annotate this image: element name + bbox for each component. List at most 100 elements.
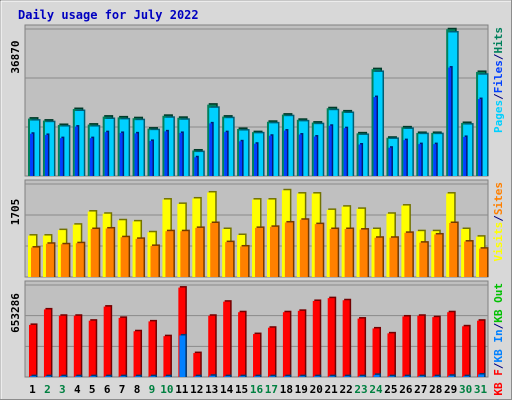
- kbf-bar-21-face: [327, 298, 335, 377]
- day-label-28: 28: [429, 383, 442, 396]
- kbin-bar-3: [59, 374, 68, 377]
- legend-hits: Hits: [492, 27, 505, 54]
- kbf-bar-12-face: [193, 353, 201, 377]
- kbin-bar-14-shadow: [225, 374, 232, 377]
- files-bar-16-face: [254, 143, 258, 176]
- kbf-bar-7-face: [118, 317, 126, 377]
- files-bar-21-face: [328, 125, 332, 176]
- files-bar-3-face: [59, 138, 63, 176]
- kbin-bar-8-shadow: [136, 374, 143, 377]
- kbin-bar-12: [194, 374, 202, 377]
- kbin-bar-1-face: [30, 376, 36, 377]
- kbf-bar-17-face: [267, 327, 275, 377]
- visits-sites-ytick-label: 1705: [9, 199, 22, 226]
- kbin-bar-21: [328, 374, 337, 377]
- kbin-bar-6-face: [104, 376, 111, 377]
- day-label-30: 30: [459, 383, 472, 396]
- kbin-bar-22-shadow: [345, 374, 352, 377]
- files-bar-20-face: [313, 136, 317, 176]
- kbin-bar-8: [134, 374, 143, 377]
- kbf-bar-4: [73, 314, 83, 377]
- files-bar-17: [268, 134, 274, 176]
- kbin-bar-17-shadow: [270, 374, 277, 377]
- sites-bar-7-face: [120, 237, 129, 277]
- files-bar-1-face: [30, 133, 33, 176]
- files-bar-20: [313, 135, 319, 176]
- files-bar-25-face: [388, 147, 392, 176]
- kbf-bar-8-face: [133, 331, 141, 377]
- sites-bar-14-face: [225, 242, 234, 277]
- kbf-bar-5: [88, 319, 98, 377]
- kbf-bar-1-face: [29, 324, 36, 377]
- kbf-bar-21: [327, 296, 337, 377]
- kbf-bar-8: [133, 329, 143, 377]
- kbin-bar-27-shadow: [419, 374, 426, 377]
- day-label-18: 18: [280, 383, 293, 396]
- kbin-bar-15-shadow: [240, 374, 247, 377]
- files-bar-6: [104, 130, 110, 176]
- kbin-bar-19: [298, 374, 307, 377]
- kbf-bar-2: [43, 307, 53, 377]
- sites-bar-27: [419, 241, 429, 277]
- files-bar-13: [209, 121, 214, 176]
- day-label-1: 1: [29, 383, 36, 396]
- sites-bar-23: [359, 228, 370, 277]
- kbin-bar-11-face: [179, 335, 186, 377]
- day-label-3: 3: [59, 383, 66, 396]
- files-bar-27-face: [418, 144, 422, 176]
- kbin-bar-18-shadow: [285, 374, 292, 377]
- kbf-bar-9-face: [148, 321, 156, 377]
- legend-kb-in: KB In: [492, 329, 505, 362]
- kbin-bar-9: [149, 374, 157, 377]
- kbf-bar-22: [342, 298, 352, 377]
- sites-bar-21: [329, 227, 340, 277]
- files-bar-28-face: [433, 144, 437, 176]
- sites-bar-16-face: [255, 227, 264, 277]
- sites-bar-12: [195, 226, 205, 277]
- kbin-bar-7-shadow: [121, 374, 128, 377]
- kbin-bar-2-face: [44, 376, 51, 377]
- sites-bar-5-face: [90, 229, 99, 277]
- kbin-bar-5: [89, 374, 98, 377]
- day-label-22: 22: [339, 383, 352, 396]
- kbf-bar-19: [297, 309, 307, 377]
- files-bar-16: [254, 142, 259, 176]
- kbin-bar-28: [433, 374, 441, 377]
- sites-bar-15: [240, 244, 250, 277]
- kbin-bar-26-face: [403, 376, 410, 377]
- day-label-14: 14: [220, 383, 234, 396]
- kbin-bar-12-shadow: [195, 374, 202, 377]
- sites-bar-28: [434, 232, 444, 277]
- kbin-bar-15-face: [239, 376, 246, 377]
- kbin-bar-10: [164, 374, 172, 377]
- day-label-21: 21: [325, 383, 339, 396]
- day-label-2: 2: [44, 383, 51, 396]
- day-label-23: 23: [354, 383, 367, 396]
- sites-bar-20-face: [314, 224, 323, 277]
- files-bar-31-face: [478, 99, 482, 176]
- day-label-16: 16: [250, 383, 264, 396]
- kbin-bar-29: [448, 374, 456, 377]
- kbin-bar-16-shadow: [255, 374, 262, 377]
- sites-bar-31: [479, 247, 489, 277]
- sites-bar-13-face: [210, 223, 219, 277]
- files-bar-7: [119, 131, 125, 176]
- kbf-bar-23: [357, 317, 367, 377]
- kbin-bar-20: [313, 374, 322, 377]
- kbin-bar-28-face: [433, 376, 440, 377]
- sites-bar-23-face: [359, 229, 368, 277]
- day-label-9: 9: [149, 383, 156, 396]
- legend-visits: Visits: [492, 222, 505, 262]
- kbin-bar-22: [343, 374, 352, 377]
- kbf-bar-25-face: [387, 333, 395, 377]
- kbf-bar-27-face: [417, 315, 425, 377]
- chart-title: Daily usage for July 2022: [18, 8, 199, 22]
- sites-bar-22-face: [344, 229, 353, 277]
- files-bar-8-face: [134, 133, 138, 176]
- kbf-bar-29-face: [447, 312, 455, 377]
- day-label-29: 29: [444, 383, 457, 396]
- kbin-bar-3-face: [59, 376, 66, 377]
- sites-bar-24-face: [374, 237, 383, 277]
